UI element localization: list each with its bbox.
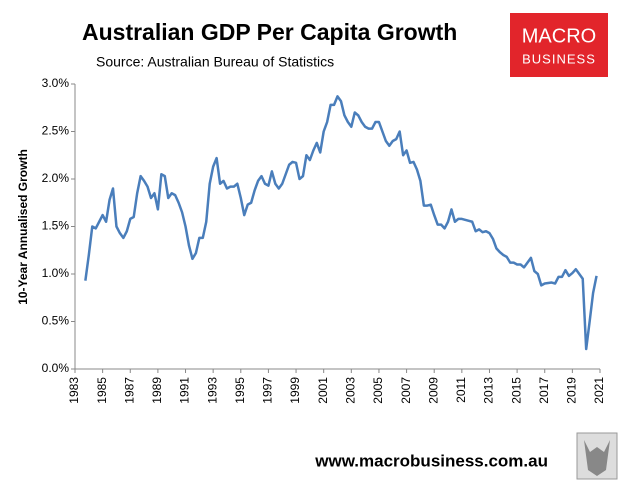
chart-subtitle: Source: Australian Bureau of Statistics (96, 54, 334, 70)
y-tick-label: 1.0% (42, 266, 70, 280)
logo-box (510, 13, 608, 77)
chart-title: Australian GDP Per Capita Growth (82, 19, 457, 45)
y-tick-label: 0.5% (42, 314, 70, 328)
x-tick-label: 2021 (592, 377, 606, 404)
wolf-icon (584, 440, 610, 476)
x-tick-label: 1997 (261, 377, 275, 404)
x-tick-label: 1989 (150, 377, 164, 404)
x-tick-label: 1993 (205, 377, 219, 404)
x-tick-label: 2005 (371, 377, 385, 404)
x-tick-label: 1995 (233, 377, 247, 404)
y-tick-label: 2.0% (42, 171, 70, 185)
x-tick-label: 1987 (122, 377, 136, 404)
x-tick-label: 2011 (454, 377, 468, 403)
y-tick-label: 3.0% (42, 76, 70, 90)
x-tick-label: 2019 (565, 377, 579, 404)
x-tick-label: 2013 (482, 377, 496, 404)
x-tick-label: 2015 (509, 377, 523, 404)
x-tick-label: 1999 (288, 377, 302, 404)
footer: www.macrobusiness.com.au (314, 451, 548, 470)
logo-text: BUSINESS (522, 51, 596, 66)
line (84, 95, 598, 351)
x-tick-label: 1991 (178, 377, 192, 404)
x-tick-label: 2017 (537, 377, 551, 404)
x-tick-label: 2009 (426, 377, 440, 404)
x-tick-label: 1983 (67, 377, 81, 404)
logo-text: MACRO (522, 25, 596, 47)
y-tick-label: 1.5% (42, 219, 70, 233)
y-axis-label: 10-Year Annualised Growth (16, 149, 30, 305)
x-tick-label: 1985 (95, 377, 109, 404)
x-tick-label: 2007 (399, 377, 413, 404)
y-tick-label: 0.0% (42, 361, 70, 375)
x-tick-label: 2003 (343, 377, 357, 404)
x-tick-label: 2001 (316, 377, 330, 404)
y-tick-label: 2.5% (42, 124, 70, 138)
